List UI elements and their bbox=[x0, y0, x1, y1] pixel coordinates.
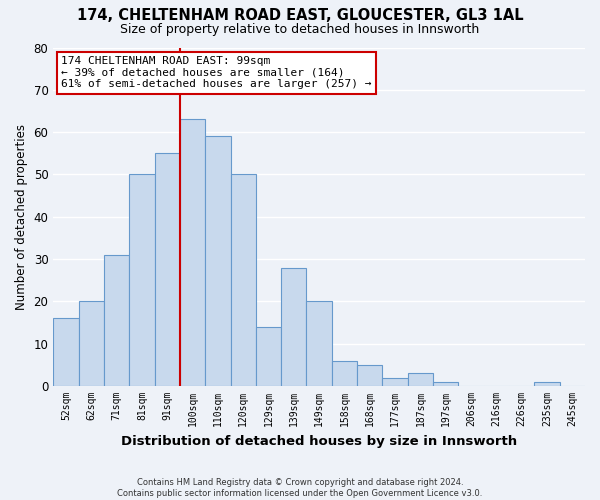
Bar bbox=[281, 268, 307, 386]
Bar bbox=[357, 365, 382, 386]
Text: 174 CHELTENHAM ROAD EAST: 99sqm
← 39% of detached houses are smaller (164)
61% o: 174 CHELTENHAM ROAD EAST: 99sqm ← 39% of… bbox=[61, 56, 372, 89]
Bar bbox=[332, 360, 357, 386]
Bar bbox=[180, 120, 205, 386]
Bar bbox=[408, 374, 433, 386]
Bar bbox=[205, 136, 230, 386]
Bar bbox=[104, 255, 129, 386]
Bar bbox=[307, 302, 332, 386]
Bar bbox=[155, 154, 180, 386]
Y-axis label: Number of detached properties: Number of detached properties bbox=[15, 124, 28, 310]
Bar bbox=[79, 302, 104, 386]
Text: 174, CHELTENHAM ROAD EAST, GLOUCESTER, GL3 1AL: 174, CHELTENHAM ROAD EAST, GLOUCESTER, G… bbox=[77, 8, 523, 22]
Bar bbox=[382, 378, 408, 386]
Bar bbox=[256, 327, 281, 386]
Bar bbox=[230, 174, 256, 386]
Bar bbox=[535, 382, 560, 386]
Bar bbox=[129, 174, 155, 386]
X-axis label: Distribution of detached houses by size in Innsworth: Distribution of detached houses by size … bbox=[121, 434, 517, 448]
Text: Size of property relative to detached houses in Innsworth: Size of property relative to detached ho… bbox=[121, 22, 479, 36]
Bar bbox=[53, 318, 79, 386]
Text: Contains HM Land Registry data © Crown copyright and database right 2024.
Contai: Contains HM Land Registry data © Crown c… bbox=[118, 478, 482, 498]
Bar bbox=[433, 382, 458, 386]
